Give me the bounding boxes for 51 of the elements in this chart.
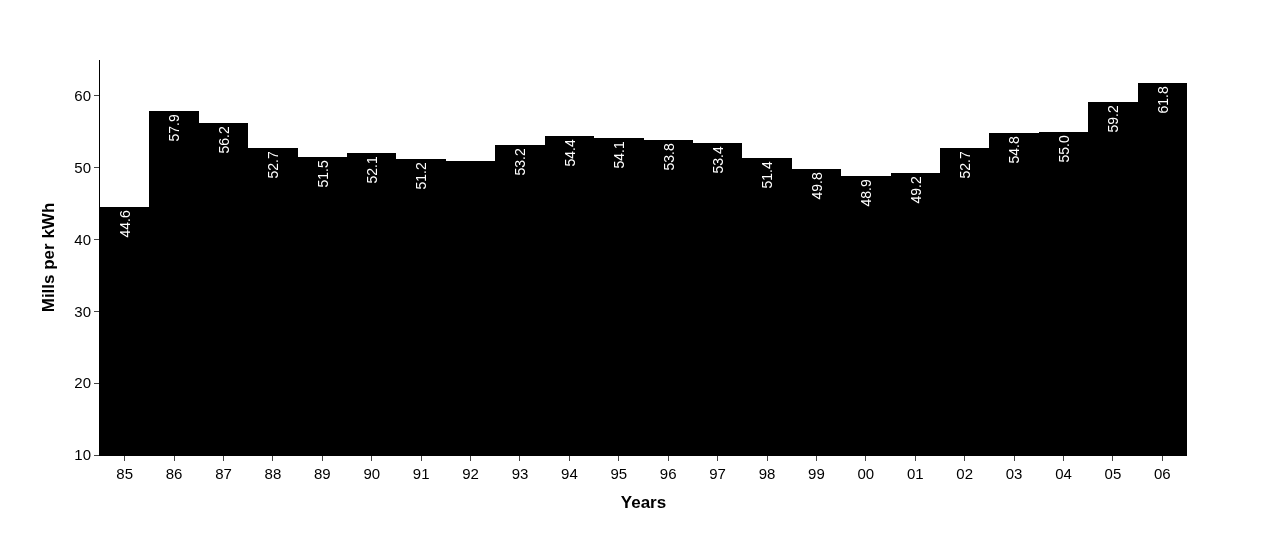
y-axis-title: Mills per kWh [38, 202, 58, 313]
x-tick-label: 05 [1104, 465, 1122, 482]
x-tick-label: 95 [610, 465, 628, 482]
x-tick-label: 00 [857, 465, 875, 482]
x-tick-label: 03 [1005, 465, 1023, 482]
x-tick-label: 87 [215, 465, 232, 482]
x-tick-label: 02 [956, 465, 973, 482]
data-label: 54.1 [611, 141, 627, 169]
data-label: 53.8 [660, 143, 677, 171]
data-label: 51.5 [314, 160, 331, 188]
data-label: 52.7 [265, 151, 281, 179]
x-tick-label: 98 [758, 465, 776, 482]
x-axis-title: Years [620, 493, 667, 513]
y-tick-label: 10 [74, 446, 91, 464]
x-tick-label: 85 [116, 465, 134, 482]
data-label: 51.4 [759, 161, 775, 189]
data-label: 53.4 [709, 146, 726, 174]
x-tick-label: 91 [412, 465, 430, 482]
data-label: 51.2 [413, 162, 429, 190]
y-tick-label: 20 [74, 374, 91, 392]
x-tick-label: 99 [808, 465, 825, 482]
x-tick-label: 89 [314, 465, 331, 482]
y-tick-label: 50 [74, 158, 91, 176]
x-tick-label: 94 [561, 465, 578, 482]
x-tick-label: 88 [264, 465, 282, 482]
data-label: 52.1 [363, 156, 380, 184]
x-tick-label: 97 [709, 465, 726, 482]
data-label: 49.2 [907, 176, 924, 204]
data-label: 57.9 [166, 114, 182, 142]
x-tick-label: 96 [659, 465, 677, 482]
data-label: 55.0 [1055, 135, 1072, 163]
data-label: 53.2 [512, 148, 528, 176]
x-tick-label: 04 [1055, 465, 1072, 482]
data-label: 56.2 [215, 126, 232, 154]
x-tick-label: 90 [363, 465, 381, 482]
data-label: 54.8 [1006, 136, 1022, 164]
data-label: 54.4 [561, 139, 578, 167]
y-tick-label: 40 [74, 230, 91, 248]
data-label: 44.6 [116, 210, 133, 238]
x-tick-label: 92 [462, 465, 479, 482]
x-tick-label: 06 [1153, 465, 1171, 482]
data-label: 48.9 [858, 179, 874, 207]
data-label: 59.2 [1105, 105, 1121, 133]
y-tick-label: 60 [74, 87, 91, 105]
data-label: 49.8 [808, 172, 825, 200]
x-tick-label: 01 [906, 465, 924, 482]
data-label: 61.8 [1154, 86, 1171, 114]
x-tick-label: 93 [511, 465, 529, 482]
x-tick-label: 86 [165, 465, 183, 482]
y-tick-label: 30 [74, 302, 91, 320]
data-label: 52.7 [956, 151, 973, 179]
